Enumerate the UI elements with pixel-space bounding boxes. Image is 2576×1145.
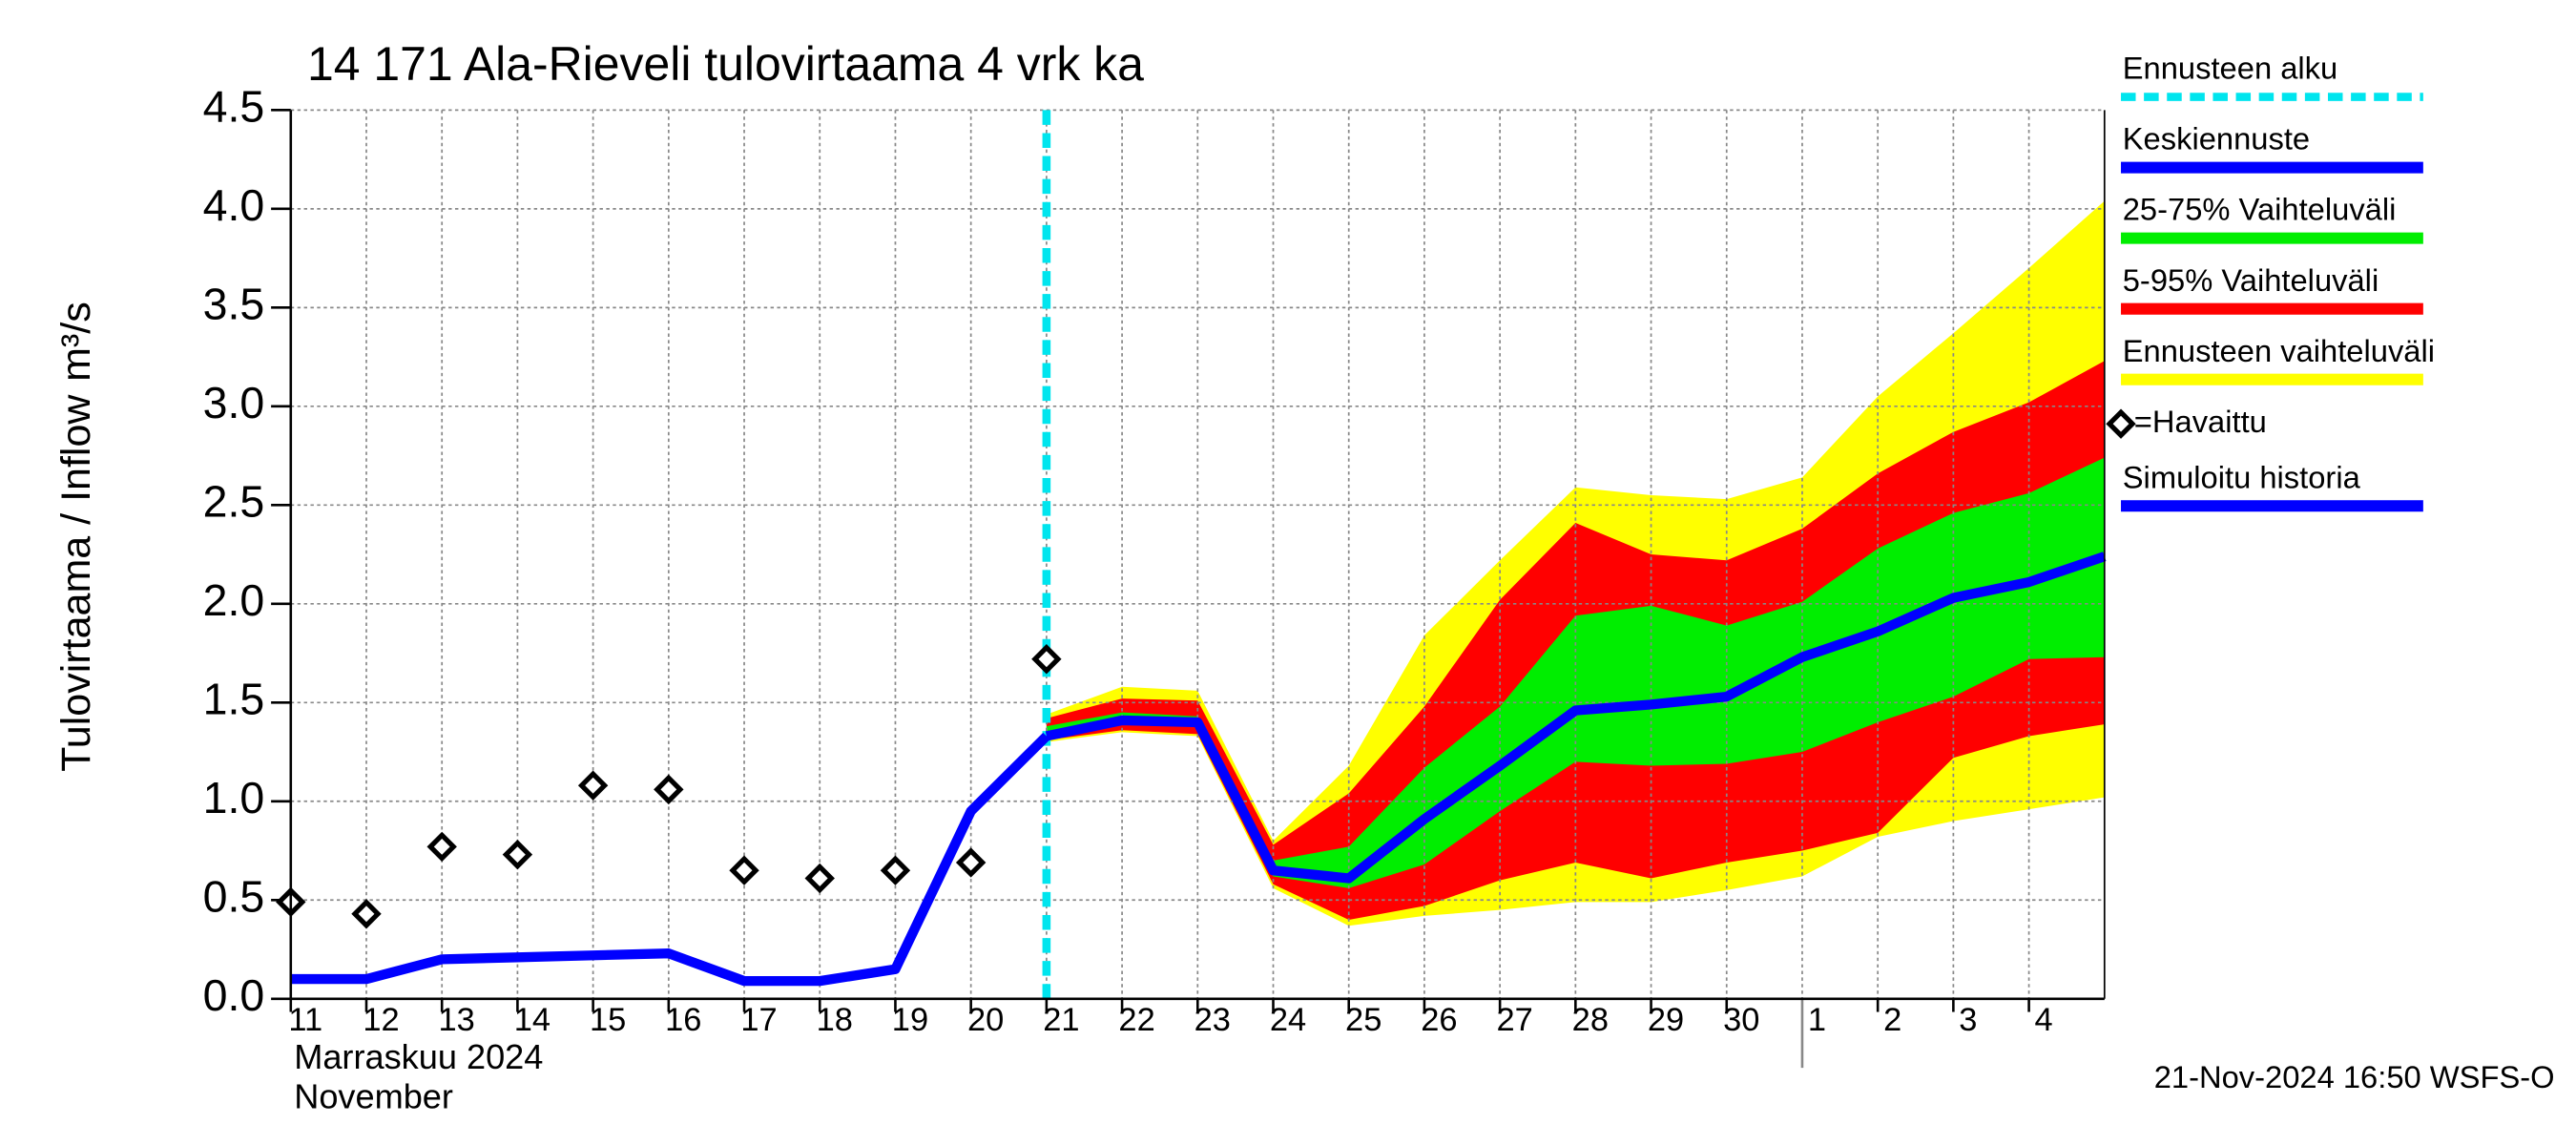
x-tick-label: 19 xyxy=(892,1002,928,1038)
observed-point xyxy=(880,855,911,885)
x-tick-label: 1 xyxy=(1808,1002,1826,1038)
x-tick-label: 25 xyxy=(1345,1002,1381,1038)
y-axis-unit: m³/s xyxy=(53,302,99,382)
legend-label: Ennusteen alku xyxy=(2123,51,2337,86)
observed-point xyxy=(729,855,759,885)
chart-title: 14 171 Ala-Rieveli tulovirtaama 4 vrk ka xyxy=(307,37,1144,91)
y-tick-label: 1.5 xyxy=(203,675,265,724)
observed-point xyxy=(804,863,835,894)
x-tick-label: 28 xyxy=(1572,1002,1609,1038)
band xyxy=(1046,457,2105,888)
series-line xyxy=(1045,552,2107,884)
legend-label: =Havaittu xyxy=(2134,404,2267,439)
series-line xyxy=(290,732,1050,987)
y-tick-label: 0.0 xyxy=(203,970,265,1020)
y-tick-label: 1.0 xyxy=(203,773,265,822)
x-axis-label: November xyxy=(294,1076,453,1115)
y-axis-label: Tulovirtaama / Inflow xyxy=(53,394,99,772)
legend-label: Keskiennuste xyxy=(2123,121,2310,156)
x-tick-label: 3 xyxy=(1959,1002,1977,1038)
x-tick-label: 12 xyxy=(363,1002,399,1038)
x-axis-label: Marraskuu 2024 xyxy=(294,1037,543,1076)
legend-marker xyxy=(2106,408,2136,439)
legend-label: Simuloitu historia xyxy=(2123,459,2361,494)
x-tick-label: 26 xyxy=(1421,1002,1457,1038)
legend-label: 25-75% Vaihteluväli xyxy=(2123,192,2397,227)
observed-point xyxy=(502,839,533,870)
x-tick-label: 22 xyxy=(1118,1002,1154,1038)
y-tick-label: 2.5 xyxy=(203,477,265,527)
x-tick-label: 2 xyxy=(1883,1002,1901,1038)
y-tick-label: 3.0 xyxy=(203,378,265,427)
x-tick-label: 14 xyxy=(514,1002,551,1038)
x-tick-label: 11 xyxy=(288,1002,322,1038)
observed-point xyxy=(654,774,684,805)
x-tick-label: 21 xyxy=(1043,1002,1079,1038)
x-tick-label: 24 xyxy=(1270,1002,1306,1038)
y-tick-label: 2.0 xyxy=(203,575,265,625)
y-tick-label: 4.0 xyxy=(203,180,265,230)
x-tick-label: 17 xyxy=(740,1002,777,1038)
legend-label: 5-95% Vaihteluväli xyxy=(2123,262,2379,298)
x-tick-label: 23 xyxy=(1195,1002,1231,1038)
x-tick-label: 13 xyxy=(439,1002,475,1038)
y-tick-label: 3.5 xyxy=(203,280,265,329)
x-tick-label: 30 xyxy=(1723,1002,1759,1038)
x-tick-label: 20 xyxy=(967,1002,1004,1038)
y-tick-label: 4.5 xyxy=(203,82,265,132)
observed-point xyxy=(955,847,987,878)
x-tick-label: 27 xyxy=(1496,1002,1532,1038)
footer: 21-Nov-2024 16:50 WSFS-O xyxy=(2154,1059,2555,1094)
x-tick-label: 4 xyxy=(2035,1002,2053,1038)
observed-point xyxy=(1031,644,1062,675)
observed-point xyxy=(351,899,382,929)
x-tick-label: 15 xyxy=(590,1002,626,1038)
legend-label: Ennusteen vaihteluväli xyxy=(2123,333,2435,368)
observed-point xyxy=(577,770,609,801)
x-tick-label: 29 xyxy=(1648,1002,1684,1038)
x-tick-label: 18 xyxy=(817,1002,853,1038)
y-tick-label: 0.5 xyxy=(203,872,265,922)
observed-point xyxy=(426,831,457,863)
x-tick-label: 16 xyxy=(665,1002,701,1038)
